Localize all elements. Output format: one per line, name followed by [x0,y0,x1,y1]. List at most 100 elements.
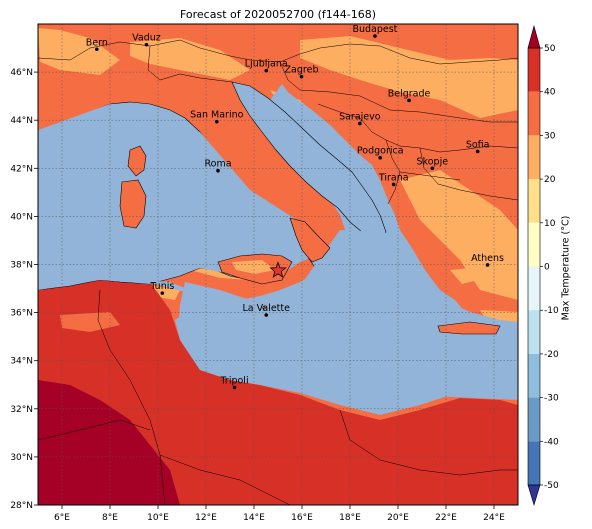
city-marker: San Marino [190,110,244,124]
lon-tick-label: 16°E [291,513,313,523]
city-marker: Tunis [149,281,174,295]
colorbar-segment [528,48,540,92]
lon-tick-label: 22°E [435,513,457,523]
lat-tick-label: 34°N [10,357,33,367]
map-title: Forecast of 2020052700 (f144-168) [179,8,377,21]
city-label: Tirana [378,172,409,183]
colorbar-segment [528,353,540,398]
city-marker: Zagreb [285,65,319,79]
colorbar-tick-label: 0 [544,263,550,273]
colorbar: 50 40 30 20 10 0 -10 -20 -30 -40 -50 [527,24,559,507]
colorbar-tick-label: 30 [544,131,556,141]
city-dot [144,42,149,47]
star-marker [269,261,287,278]
city-label: San Marino [190,110,243,121]
city-label: Skopje [417,156,449,167]
country-borders [38,39,518,505]
city-label: Ljubljana [245,59,288,70]
city-label: Zagreb [285,65,319,76]
lon-tick-label: 20°E [387,513,409,523]
city-label: Bern [86,37,108,48]
lat-tick-label: 42°N [10,164,33,174]
colorbar-segment [528,397,540,442]
colorbar-extend-max [527,24,541,49]
land-zone-20-30 [130,38,250,80]
city-dot [95,47,99,52]
city-dot [264,313,269,317]
city-marker: Sarajevo [339,112,381,126]
city-dot [430,166,435,171]
land-zone-40-50 [38,380,180,505]
sardinia-island [119,179,147,229]
city-label: Tripoli [220,375,249,386]
colorbar-segment [528,179,540,223]
city-label: Budapest [352,24,397,35]
land-zone-20-30 [300,36,518,118]
city-dot [391,182,396,187]
lat-tick-label: 40°N [10,212,33,222]
city-marker: Skopje [417,156,449,171]
city-marker: Athens [471,253,504,267]
city-dot [378,155,383,160]
malta-island [262,306,266,310]
city-marker: Budapest [352,24,398,38]
land-zone-20-30 [60,312,120,332]
city-marker: Ljubljana [245,59,288,73]
colorbar-segment [528,135,540,180]
colorbar-tick-label: 50 [544,44,556,54]
city-marker: La Valette [242,303,290,317]
colorbar-segment [528,91,540,136]
colorbar-segment [528,222,540,267]
colorbar-tick-label: 10 [544,219,556,229]
land-zone-20-30 [38,28,120,75]
colorbar-label: Max Temperature (°C) [560,215,572,321]
city-label: Sofia [466,139,490,150]
city-marker: Tripoli [220,375,249,390]
lat-tick-label: 44°N [10,116,33,126]
lon-tick-label: 6°E [54,513,70,523]
colorbar-tick-label: -20 [544,350,559,360]
city-marker: Belgrade [388,88,431,103]
lat-tick-label: 36°N [10,309,33,319]
city-dot [358,121,362,126]
lat-tick-labels: 28°N 30°N 32°N 34°N 36°N 38°N 40°N 42°N 44°N 46°N [10,68,38,511]
colorbar-extend-min [527,484,541,507]
colorbar-tick-label: -50 [544,481,559,491]
city-label: Sarajevo [339,112,381,123]
colorbar-tick-label: -40 [544,437,559,447]
lon-tick-label: 24°E [483,513,505,523]
lon-tick-label: 18°E [339,513,361,523]
city-label: Vaduz [132,33,161,44]
colorbar-tick-label: 40 [544,88,556,98]
southern-italy [289,217,331,263]
city-marker: Vaduz [132,33,161,47]
city-marker: Sofia [466,139,490,154]
colorbar-tick-label: -30 [544,394,559,404]
city-dot [264,68,269,73]
lon-tick-label: 14°E [243,513,265,523]
colorbar-tick-label: -10 [544,306,559,316]
city-dot [299,74,304,79]
city-label: La Valette [242,303,290,314]
lat-tick-label: 38°N [10,261,33,271]
city-dot [232,385,237,390]
lat-tick-label: 28°N [10,501,33,511]
city-label: Podgorica [357,146,404,157]
graticule [38,24,518,505]
sicily-warm-zone [232,260,275,274]
colorbar-segment [528,441,540,485]
city-dot [407,98,411,103]
city-marker: Roma [204,159,232,173]
city-marker: Bern [86,37,108,52]
city-label: Athens [471,253,504,264]
city-dot [373,34,377,38]
libyan-sea [178,282,330,388]
lat-tick-label: 46°N [10,68,33,78]
lon-tick-label: 8°E [102,513,118,523]
crete-island [437,321,501,335]
city-dot [160,291,165,295]
lat-tick-label: 32°N [10,405,33,415]
land-zone-20-30 [400,170,518,300]
